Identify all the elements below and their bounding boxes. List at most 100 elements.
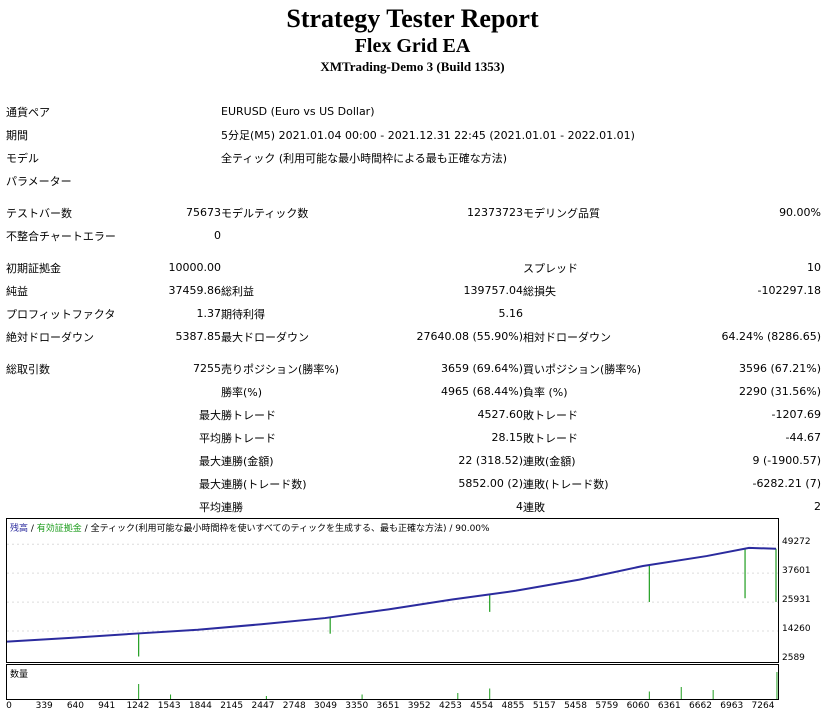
x-tick-label: 2145 (220, 701, 244, 711)
max-loss-value: -1207.69 (771, 408, 822, 421)
row-trades: 総取引数 7255 売りポジション(勝率%) 3659 (69.64%) 買いポ… (6, 357, 821, 380)
mismatch-label: 不整合チャートエラー (6, 229, 116, 243)
volume-chart (6, 664, 779, 700)
row-period: 期間 5分足(M5) 2021.01.04 00:00 - 2021.12.31… (6, 123, 821, 146)
model-value: 全ティック (利用可能な最小時間枠による最も正確な方法) (221, 151, 508, 165)
x-tick-label: 1543 (157, 701, 181, 711)
row-max-trade: 最大 勝トレード 4527.60 敗トレード -1207.69 (6, 403, 821, 426)
mismatch-value: 0 (214, 229, 221, 242)
max-dd-label: 最大ドローダウン (221, 330, 309, 344)
max-dd-value: 27640.08 (55.90%) (416, 330, 523, 343)
period-value: 5分足(M5) 2021.01.04 00:00 - 2021.12.31 22… (221, 128, 635, 142)
avg-cons-win-value: 4 (516, 500, 523, 513)
cons-wins-amt-value: 22 (318.52) (458, 454, 523, 467)
x-tick-label: 3350 (345, 701, 369, 711)
x-tick-label: 339 (35, 701, 53, 711)
x-tick-label: 1844 (188, 701, 212, 711)
pf-value: 1.37 (196, 307, 222, 320)
abs-dd-label: 絶対ドローダウン (6, 330, 94, 344)
x-tick-label: 4855 (501, 701, 525, 711)
x-tick-label: 2447 (251, 701, 275, 711)
gross-loss-value: -102297.18 (757, 284, 822, 297)
expected-value: 5.16 (498, 307, 524, 320)
x-tick-label: 4554 (470, 701, 494, 711)
cons-loss-amt-label: 連敗(金額) (523, 454, 576, 468)
avg-cons-loss-value: 2 (814, 500, 822, 513)
max-label-3: 最大 (199, 477, 221, 491)
x-tick-label: 1242 (126, 701, 150, 711)
y-tick-label: 49272 (782, 537, 811, 548)
long-value: 3596 (67.21%) (738, 362, 822, 375)
model-label: モデル (6, 151, 39, 165)
x-tick-label: 5458 (564, 701, 587, 711)
server-build: XMTrading-Demo 3 (Build 1353) (320, 59, 505, 74)
loss-rate-label: 負率 (%) (523, 385, 568, 399)
x-tick-label: 6662 (689, 701, 712, 711)
rel-dd-label: 相対ドローダウン (523, 330, 611, 344)
deposit-value: 10000.00 (168, 261, 222, 274)
spread-value: 10 (807, 261, 822, 274)
max-label-2: 最大 (199, 454, 221, 468)
ea-name: Flex Grid EA (354, 35, 471, 57)
row-model: モデル 全ティック (利用可能な最小時間枠による最も正確な方法) (6, 146, 821, 169)
pair-value: EURUSD (Euro vs US Dollar) (221, 105, 375, 118)
x-tick-label: 640 (66, 701, 85, 711)
x-tick-label: 941 (98, 701, 116, 711)
y-tick-label: 2589 (782, 653, 805, 663)
row-deposit: 初期証拠金 10000.00 スプレッド 10 (6, 256, 821, 279)
avg-label-2: 平均 (199, 500, 221, 514)
row-winrate: 勝率(%) 4965 (68.44%) 負率 (%) 2290 (31.56%) (6, 380, 821, 403)
period-label: 期間 (6, 128, 28, 142)
abs-dd-value: 5387.85 (175, 330, 222, 343)
x-tick-label: 7264 (751, 701, 775, 711)
avg-loss-label: 敗トレード (523, 431, 578, 445)
loss-rate-value: 2290 (31.56%) (738, 385, 822, 398)
report-table: 通貨ペア EURUSD (Euro vs US Dollar) 期間 5分足(M… (6, 100, 821, 518)
avg-win-value: 28.15 (491, 431, 524, 444)
row-pair: 通貨ペア EURUSD (Euro vs US Dollar) (6, 100, 821, 123)
legend-sep-1: / (28, 524, 37, 534)
quality-value: 90.00% (779, 206, 822, 219)
row-params: パラメーター (6, 169, 821, 192)
avg-label: 平均 (199, 431, 221, 445)
spread-label: スプレッド (523, 261, 578, 275)
avg-cons-win-label: 連勝 (221, 500, 243, 514)
bars-label: テストバー数 (6, 206, 72, 220)
pf-label: プロフィットファクタ (6, 307, 116, 321)
row-avg-trade: 平均 勝トレード 28.15 敗トレード -44.67 (6, 426, 821, 449)
deposit-label: 初期証拠金 (6, 261, 61, 275)
gross-loss-label: 総損失 (523, 284, 556, 298)
params-label: パラメーター (6, 174, 72, 188)
max-win-value: 4527.60 (477, 408, 524, 421)
expected-label: 期待利得 (221, 307, 265, 321)
cons-loss-tr-label: 連敗(トレード数) (523, 477, 609, 491)
cons-loss-amt-value: 9 (-1900.57) (752, 454, 822, 467)
x-axis: 0 339 640 941 1242 1543 1844 2145 2447 2748 3049 33… (0, 699, 825, 720)
row-cons-amount: 最大 連勝(金額) 22 (318.52) 連敗(金額) 9 (-1900.57… (6, 449, 821, 472)
long-label: 買いポジション(勝率%) (523, 362, 642, 376)
ticks-value: 12373723 (467, 206, 523, 219)
quality-label: モデリング品質 (523, 206, 600, 220)
trades-label: 総取引数 (6, 362, 50, 376)
row-mismatch: 不整合チャートエラー 0 (6, 224, 821, 247)
row-net: 純益 37459.86 総利益 139757.04 総損失 -102297.18 (6, 279, 821, 302)
x-tick-label: 3049 (314, 701, 337, 711)
legend-model: 全ティック(利用可能な最小時間枠を使いすべてのティックを生成する、最も正確な方法… (90, 524, 490, 534)
cons-wins-tr-value: 5852.00 (2) (458, 477, 523, 490)
max-loss-label: 敗トレード (523, 408, 578, 422)
report-title: Strategy Tester Report (286, 4, 539, 33)
x-tick-label: 4253 (439, 701, 462, 711)
volume-chart-svg (138, 672, 778, 699)
x-tick-label: 5759 (595, 701, 619, 711)
net-label: 純益 (6, 284, 28, 298)
x-tick-label: 6060 (626, 701, 650, 711)
x-tick-label: 5157 (532, 701, 556, 711)
balance-chart-svg (6, 543, 778, 657)
gross-profit-label: 総利益 (221, 284, 254, 298)
avg-win-label: 勝トレード (221, 431, 276, 445)
volume-label: 数量 (10, 670, 29, 680)
row-pf: プロフィットファクタ 1.37 期待利得 5.16 (6, 302, 821, 325)
x-tick-label: 6963 (720, 701, 744, 711)
row-bars: テストバー数 75673 モデルティック数 12373723 モデリング品質 9… (6, 201, 821, 224)
y-axis: 49272 37601 25931 14260 2589 (778, 518, 825, 663)
